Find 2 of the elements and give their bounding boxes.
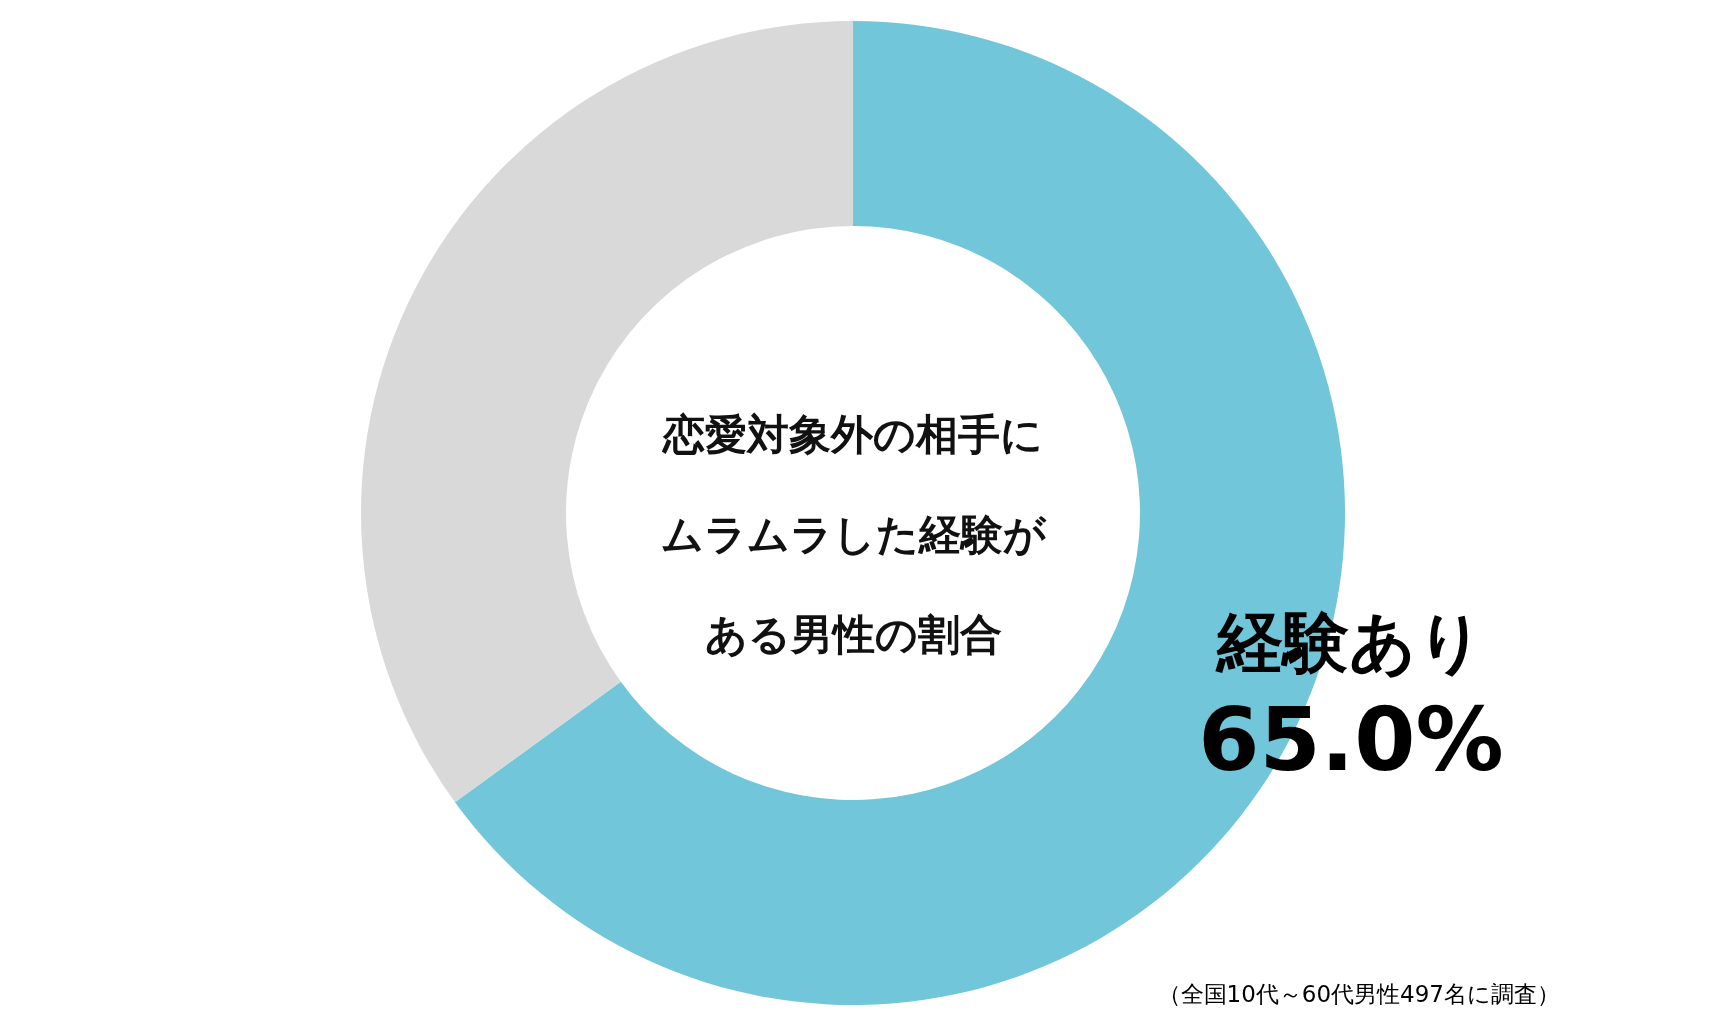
- text: （全国10代～60代男性497名に調査）: [1157, 981, 1560, 1007]
- chart-title: 恋愛対象外の相手にムラムラした経験がある男性の割合: [660, 410, 1046, 659]
